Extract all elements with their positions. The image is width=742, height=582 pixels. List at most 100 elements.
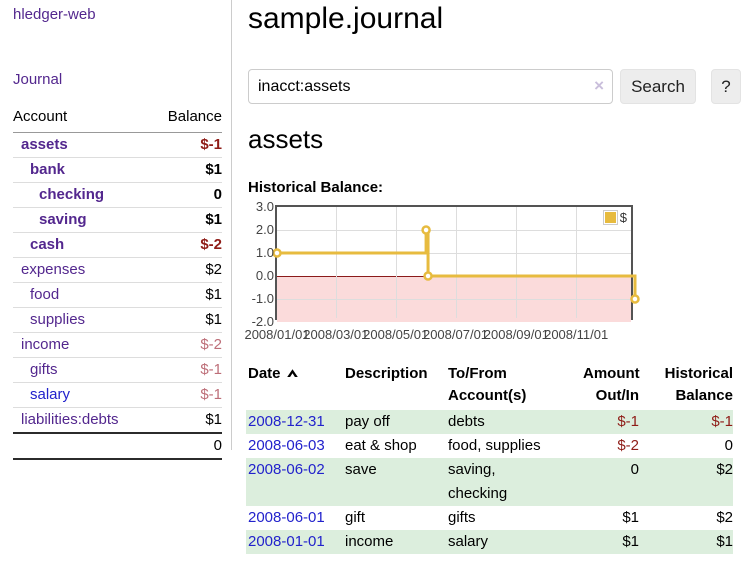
register-row[interactable]: 2008-06-02 save saving, checking 0 $2: [246, 458, 733, 506]
transaction-accounts: saving, checking: [448, 461, 508, 502]
accounts-total-row: 0: [13, 432, 222, 460]
transaction-description: save: [345, 461, 377, 478]
transaction-date-link[interactable]: 2008-06-01: [248, 509, 325, 526]
account-row: bank $1: [13, 157, 222, 183]
gridline-vertical: [456, 207, 457, 318]
account-link[interactable]: salary: [30, 386, 71, 403]
search-button[interactable]: Search: [620, 69, 696, 104]
account-balance: $1: [151, 407, 222, 434]
sidebar-divider: [231, 0, 232, 450]
register-row[interactable]: 2008-01-01 income salary $1 $1: [246, 530, 733, 554]
chart-plot-area[interactable]: $: [272, 205, 640, 322]
gridline-vertical: [516, 207, 517, 318]
transaction-date-link[interactable]: 2008-06-02: [248, 461, 325, 478]
transaction-description: income: [345, 533, 394, 550]
transaction-amount: 0: [630, 461, 639, 478]
help-button[interactable]: ?: [711, 69, 741, 104]
transaction-balance: 0: [724, 437, 733, 454]
account-cell: food: [13, 282, 152, 308]
account-heading: assets: [248, 124, 324, 154]
transaction-date-cell: 2008-12-31: [246, 410, 343, 434]
transaction-amount: $1: [622, 509, 639, 526]
transaction-balance: $-1: [711, 413, 733, 430]
gridline-horizontal: [277, 253, 631, 254]
register-table: Date Description To/From Account(s) Amount …: [246, 363, 733, 554]
balance-line-chart: [272, 225, 640, 304]
transaction-amount: $1: [622, 533, 639, 550]
register-row[interactable]: 2008-06-03 eat & shop food, supplies $-2 0: [246, 434, 733, 458]
search-box: ×: [248, 69, 613, 104]
account-balance: $-1: [151, 357, 222, 383]
x-tick-label: 2008/11/01: [544, 327, 609, 342]
register-row[interactable]: 2008-06-01 gift gifts $1 $2: [246, 506, 733, 530]
sidebar-item-journal[interactable]: Journal: [13, 71, 63, 88]
sort-asc-icon: [286, 363, 299, 385]
account-link[interactable]: food: [30, 286, 60, 303]
account-link[interactable]: income: [21, 336, 70, 353]
gridline-vertical: [396, 207, 397, 318]
transaction-accounts: food, supplies: [448, 437, 541, 454]
account-link[interactable]: cash: [30, 236, 65, 253]
transaction-description: eat & shop: [345, 437, 417, 454]
transaction-date-link[interactable]: 2008-06-03: [248, 437, 325, 454]
account-balance: $1: [151, 207, 222, 233]
accounts-header-balance: Balance: [151, 106, 222, 133]
account-cell: supplies: [13, 307, 152, 333]
account-balance: $1: [151, 307, 222, 333]
register-header-label: To/From Account(s): [448, 365, 527, 404]
gridline-vertical: [576, 207, 577, 318]
transaction-balance: $2: [716, 509, 733, 526]
x-tick-label: 2008/07/01: [422, 327, 489, 342]
account-link[interactable]: bank: [30, 161, 66, 178]
transaction-balance: $2: [716, 461, 733, 478]
account-row: liabilities:debts $1: [13, 407, 222, 434]
balance-chart: $ 3.0 2.0 1.0 0.0 -1.0 -2.0 2008/01/01 2008/03/…: [244, 199, 668, 351]
account-balance: $1: [151, 282, 222, 308]
account-link[interactable]: assets: [21, 136, 68, 153]
account-row: cash $-2: [13, 232, 222, 258]
transaction-date-link[interactable]: 2008-01-01: [248, 533, 325, 550]
y-tick-label: 0.0: [255, 268, 274, 283]
x-tick-label: 2008/09/01: [483, 327, 549, 342]
register-header-date[interactable]: Date: [246, 363, 343, 410]
register-header-label: Historical Balance: [664, 365, 733, 404]
register-header-label: Date: [248, 365, 281, 382]
account-row: expenses $2: [13, 257, 222, 283]
account-row: supplies $1: [13, 307, 222, 333]
transaction-date-cell: 2008-06-03: [246, 434, 343, 458]
account-row: checking 0: [13, 182, 222, 208]
accounts-header-account: Account: [13, 106, 152, 133]
account-balance: $1: [151, 157, 222, 183]
account-row: saving $1: [13, 207, 222, 233]
account-link[interactable]: saving: [39, 211, 87, 228]
clear-search-icon[interactable]: ×: [594, 76, 604, 95]
chart-legend: $: [602, 210, 627, 225]
account-cell: saving: [13, 207, 152, 233]
account-balance: $2: [151, 257, 222, 283]
account-cell: salary: [13, 382, 152, 408]
account-link[interactable]: supplies: [30, 311, 86, 328]
transaction-balance: $1: [716, 533, 733, 550]
search-input[interactable]: [248, 69, 613, 104]
transaction-accounts: salary: [448, 533, 489, 550]
account-link[interactable]: checking: [39, 186, 105, 203]
account-row: salary $-1: [13, 382, 222, 408]
legend-swatch-icon: [602, 210, 618, 225]
register-header-historical: Historical Balance: [639, 363, 733, 410]
account-row: gifts $-1: [13, 357, 222, 383]
transaction-amount: $-1: [617, 413, 639, 430]
account-link[interactable]: liabilities:debts: [21, 411, 119, 428]
transaction-date-link[interactable]: 2008-12-31: [248, 413, 325, 430]
register-row[interactable]: 2008-12-31 pay off debts $-1 $-1: [246, 410, 733, 434]
app-title-link[interactable]: hledger-web: [13, 6, 96, 23]
transaction-description: pay off: [345, 413, 390, 430]
accounts-header-row: Account Balance: [13, 106, 222, 133]
accounts-total-value: 0: [151, 432, 222, 460]
register-header-description: Description: [343, 363, 446, 410]
account-link[interactable]: expenses: [21, 261, 86, 278]
register-header-to/from: To/From Account(s): [446, 363, 581, 410]
account-link[interactable]: gifts: [30, 361, 58, 378]
account-balance: 0: [151, 182, 222, 208]
register-header-row: Date Description To/From Account(s) Amount …: [246, 363, 733, 410]
register-header-amount: Amount Out/In: [581, 363, 640, 410]
